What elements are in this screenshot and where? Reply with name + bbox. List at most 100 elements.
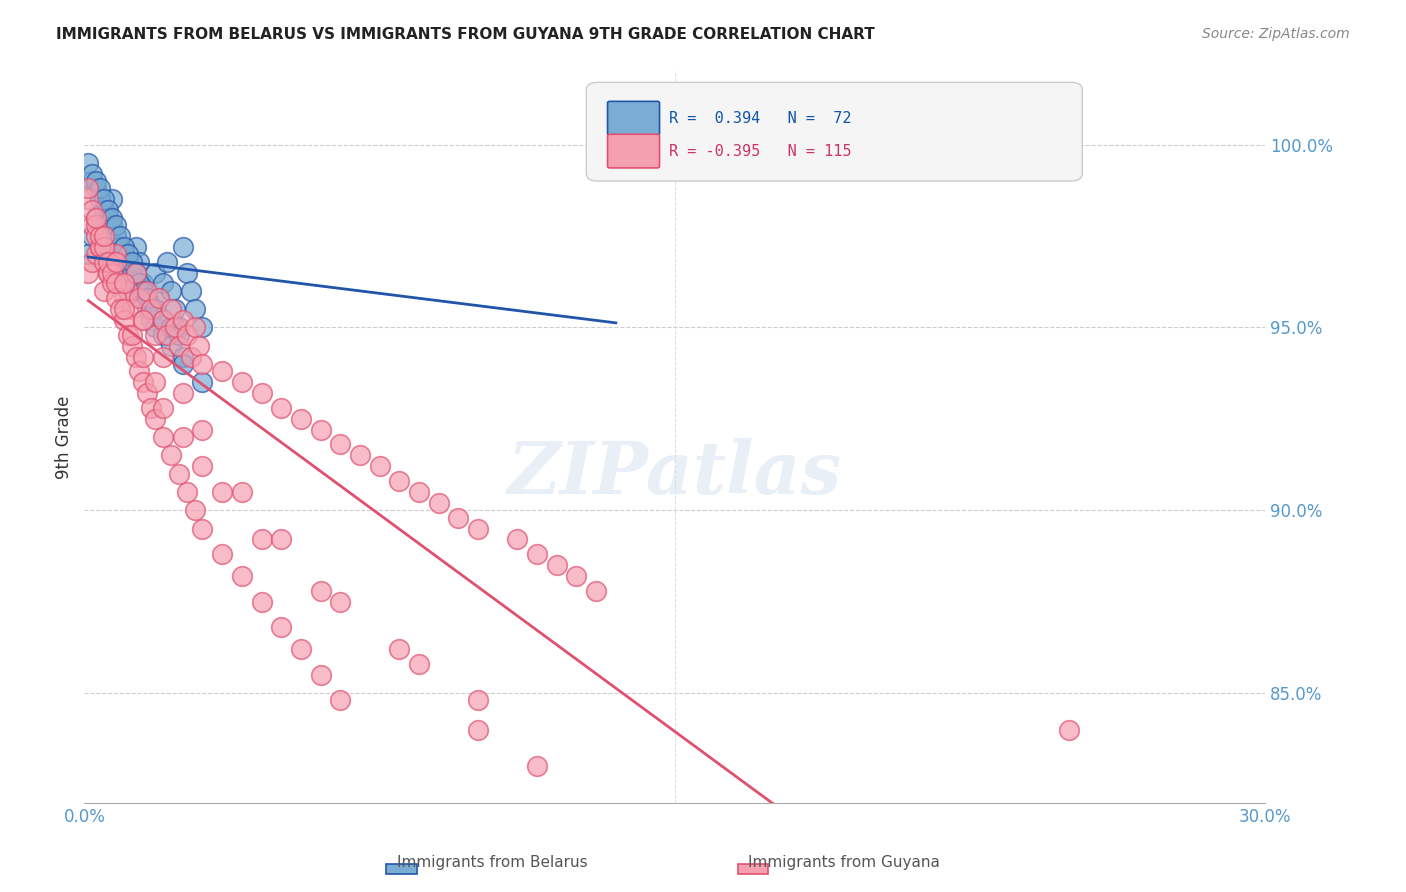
Text: IMMIGRANTS FROM BELARUS VS IMMIGRANTS FROM GUYANA 9TH GRADE CORRELATION CHART: IMMIGRANTS FROM BELARUS VS IMMIGRANTS FR… [56,27,875,42]
Point [121,284,143,298]
Point [143,265,166,279]
Point [82,203,104,218]
Point [93,240,115,254]
Point [152,350,174,364]
Point [167,467,190,481]
Point [309,423,332,437]
Point [101,277,124,291]
Point [152,313,174,327]
Point [526,547,548,561]
Point [447,510,470,524]
Y-axis label: 9th Grade: 9th Grade [55,395,73,479]
Point [231,484,253,499]
Point [104,228,127,243]
Point [172,430,194,444]
Point [108,240,131,254]
Point [143,327,166,342]
Point [156,327,179,342]
Point [132,291,155,305]
Point [231,375,253,389]
Point [77,265,100,279]
Point [97,211,120,225]
Point [180,284,202,298]
Point [124,240,146,254]
FancyBboxPatch shape [607,102,659,135]
Point [250,533,273,547]
Point [191,423,214,437]
Point [97,265,120,279]
Point [97,203,120,218]
Point [388,474,411,488]
Point [183,503,205,517]
Point [231,569,253,583]
Point [187,339,209,353]
Point [546,558,568,573]
Point [136,291,159,305]
Point [77,181,100,195]
Point [408,484,430,499]
Point [148,291,170,305]
Point [93,203,115,218]
Point [89,193,111,207]
Point [128,284,150,298]
Point [82,167,104,181]
Point [163,301,186,317]
Point [329,594,352,608]
Point [160,339,183,353]
Point [141,313,163,327]
Point [160,284,183,298]
Point [467,521,489,535]
Point [132,313,155,327]
Point [141,301,163,317]
Point [84,228,107,243]
Point [506,533,529,547]
Point [101,265,124,279]
Point [117,284,139,298]
Point [124,350,146,364]
Point [211,484,233,499]
Point [163,320,186,334]
Point [167,320,190,334]
Point [156,254,179,268]
Point [211,364,233,378]
Point [112,240,135,254]
Point [605,137,627,152]
Point [270,401,292,415]
Point [97,254,120,268]
Point [112,301,135,317]
Point [84,211,107,225]
Point [84,247,107,261]
Point [368,459,391,474]
Point [136,386,159,401]
Point [191,521,214,535]
Point [136,291,159,305]
Point [176,327,198,342]
Point [121,301,143,317]
Point [211,547,233,561]
Point [148,291,170,305]
Point [136,284,159,298]
Point [82,254,104,268]
Point [290,411,312,425]
Point [143,320,166,334]
Point [89,240,111,254]
Point [121,265,143,279]
Point [152,327,174,342]
Point [117,247,139,261]
Point [84,181,107,195]
Point [152,313,174,327]
Point [101,254,124,268]
Point [89,240,111,254]
Point [172,386,194,401]
Point [309,583,332,598]
Point [349,448,371,462]
Point [128,291,150,305]
Point [152,401,174,415]
Point [408,657,430,671]
FancyBboxPatch shape [586,82,1083,181]
Point [160,301,183,317]
Point [128,364,150,378]
Text: R = -0.395   N = 115: R = -0.395 N = 115 [669,144,852,159]
Point [77,155,100,169]
Point [585,583,607,598]
